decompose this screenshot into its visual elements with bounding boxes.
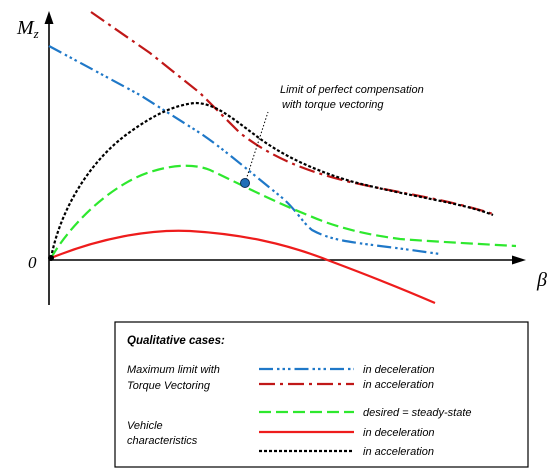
curve-tv-acceleration xyxy=(90,11,494,216)
x-axis-arrow xyxy=(512,255,526,265)
legend: Qualitative cases: Maximum limit with To… xyxy=(114,321,529,468)
curve-vehicle-deceleration xyxy=(50,229,436,305)
legend-label-tv-deceleration: in deceleration xyxy=(363,364,435,376)
x-axis-label: β xyxy=(536,269,547,291)
legend-group-tv-line2: Torque Vectoring xyxy=(127,380,211,392)
legend-group-tv-line1: Maximum limit with xyxy=(127,364,220,376)
curve-tv-deceleration xyxy=(48,45,441,256)
legend-label-vehicle-acceleration: in acceleration xyxy=(363,446,434,458)
legend-heading: Qualitative cases: xyxy=(127,335,225,347)
compensation-limit-marker xyxy=(240,178,250,188)
legend-label-tv-acceleration: in acceleration xyxy=(363,379,434,391)
curve-vehicle-acceleration xyxy=(49,101,494,259)
y-axis-label: Mz xyxy=(16,17,39,41)
legend-group-vehicle-line1: Vehicle xyxy=(127,420,163,432)
origin-point xyxy=(48,255,54,261)
origin-label: 0 xyxy=(28,253,37,272)
annotation-leader-line xyxy=(244,111,269,184)
legend-label-vehicle-deceleration: in deceleration xyxy=(363,427,435,439)
annotation-line-2: with torque vectoring xyxy=(282,99,384,111)
legend-label-desired: desired = steady-state xyxy=(363,407,472,419)
annotation-line-1: Limit of perfect compensation xyxy=(280,84,424,96)
curve-desired-steady-state xyxy=(50,164,517,259)
legend-group-vehicle-line2: characteristics xyxy=(127,435,198,447)
y-axis-arrow xyxy=(44,11,54,24)
legend-box xyxy=(114,321,529,468)
